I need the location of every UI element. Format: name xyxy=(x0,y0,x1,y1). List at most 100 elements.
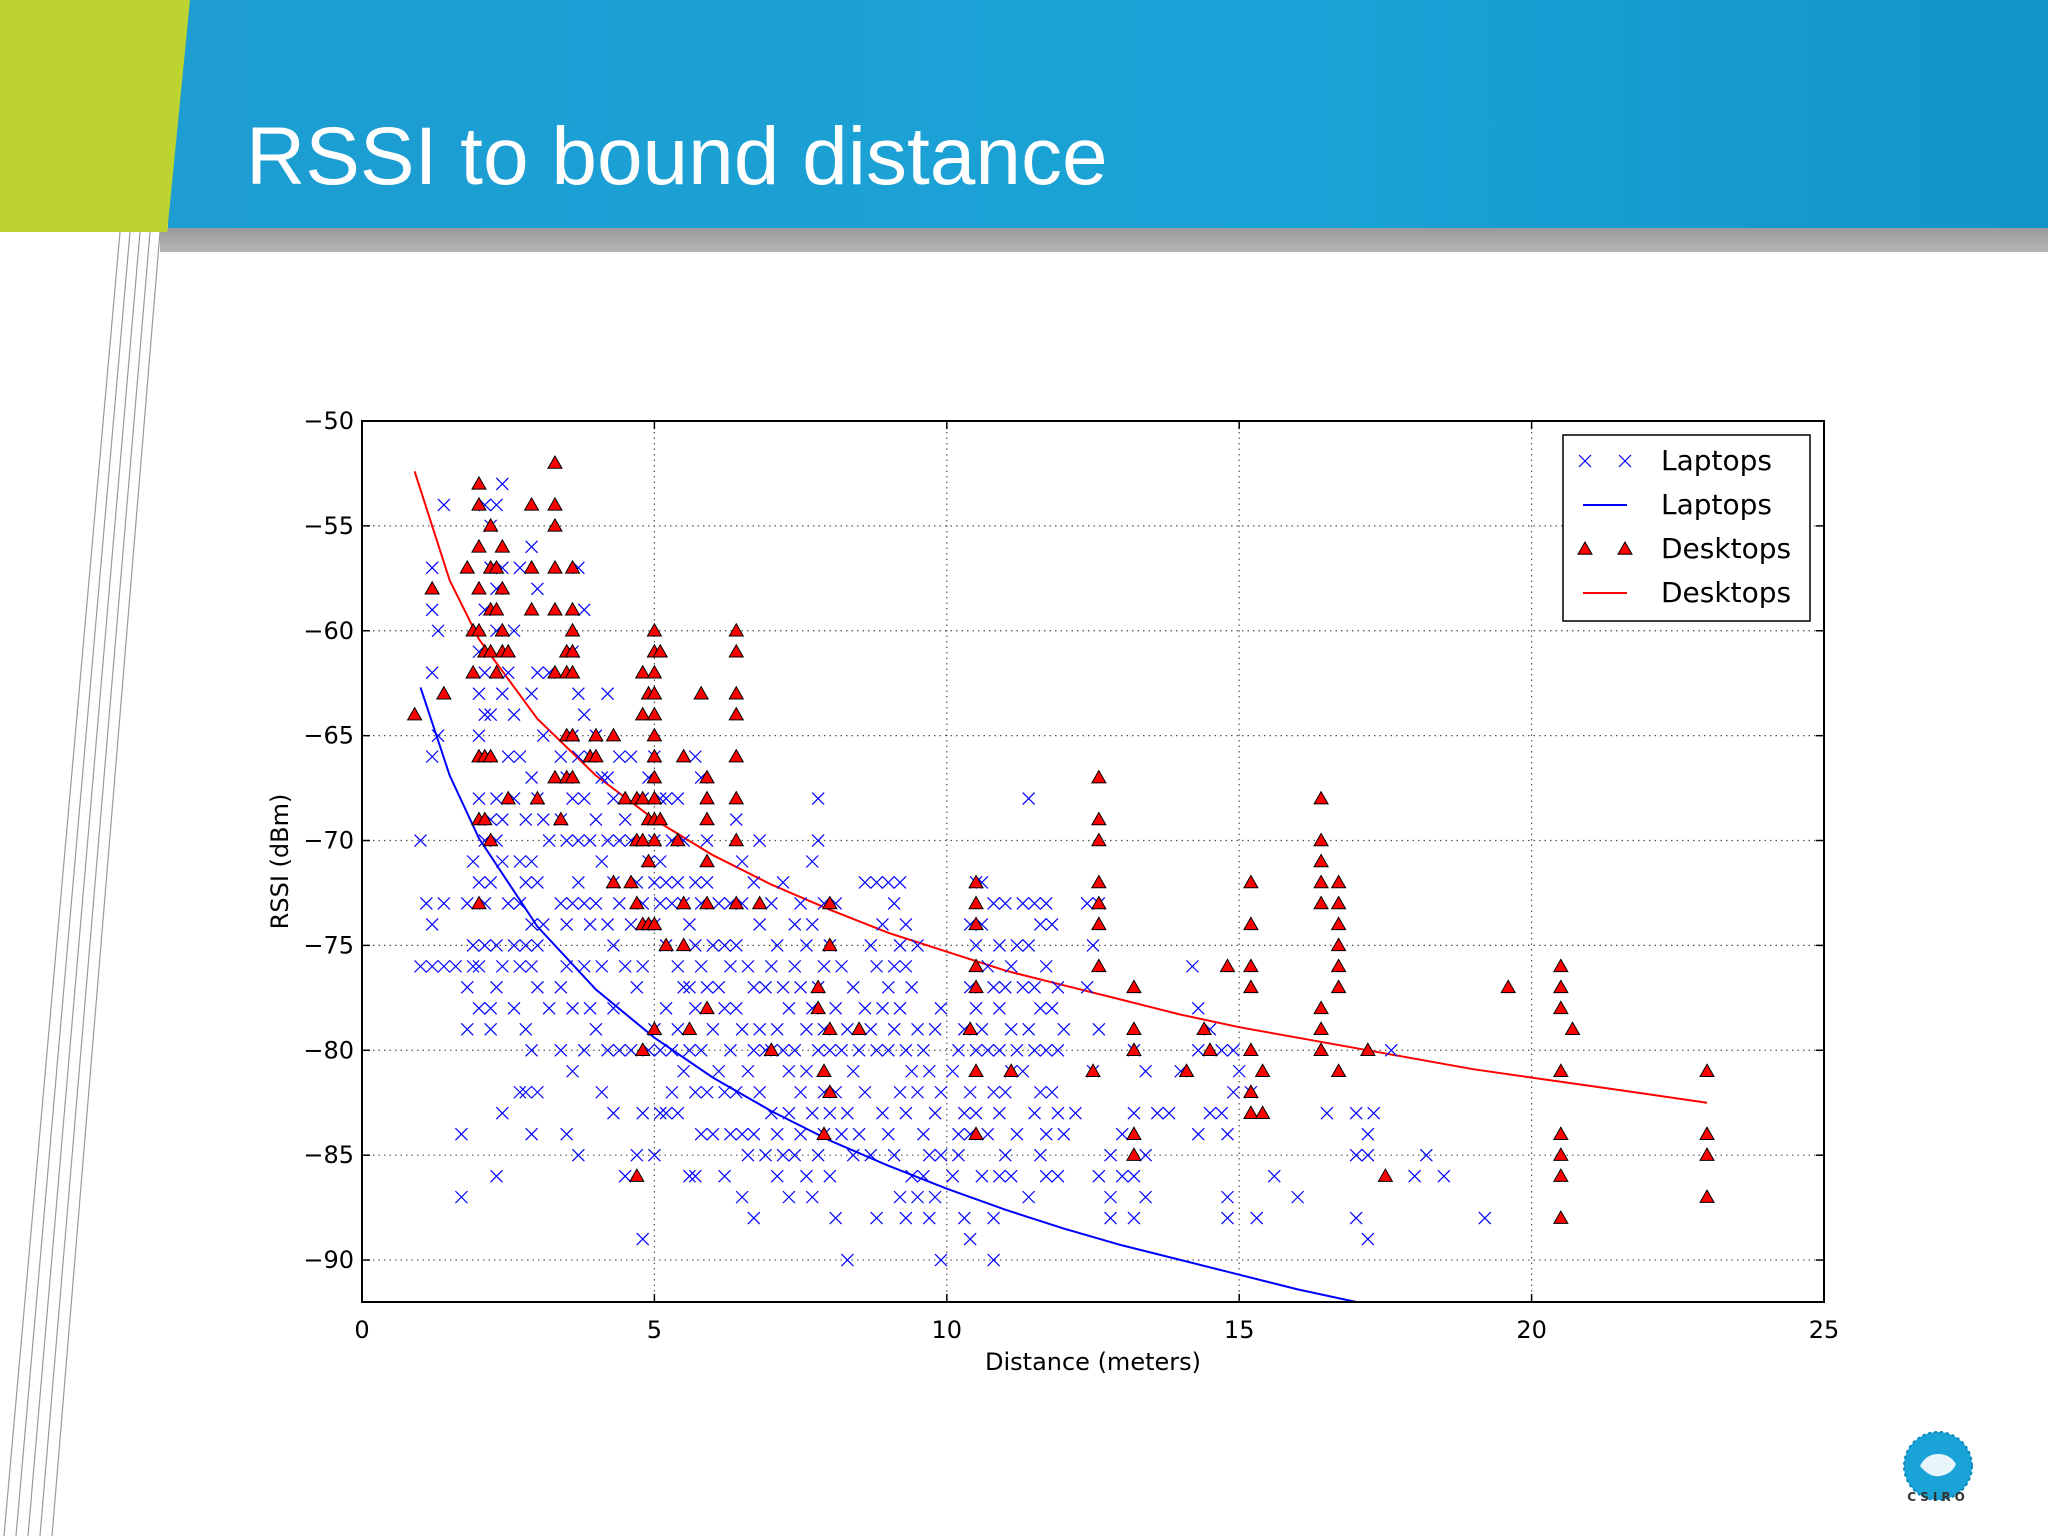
data-point xyxy=(523,601,540,616)
data-point xyxy=(728,622,745,637)
data-point xyxy=(525,918,539,931)
data-point xyxy=(659,876,673,889)
data-point xyxy=(646,832,663,847)
data-point xyxy=(712,897,726,910)
slide-title: RSSI to bound distance xyxy=(246,111,1108,202)
data-point xyxy=(817,959,831,973)
data-point xyxy=(934,1253,948,1267)
data-point xyxy=(922,1211,936,1225)
data-point xyxy=(1126,1126,1142,1140)
data-point xyxy=(718,1001,732,1015)
data-point xyxy=(1243,916,1259,931)
data-point xyxy=(554,1043,568,1057)
data-point xyxy=(693,685,710,700)
x-tick-label: 0 xyxy=(354,1316,369,1344)
data-point xyxy=(588,727,604,742)
data-point xyxy=(471,622,487,637)
data-point xyxy=(1127,1211,1141,1225)
data-point xyxy=(513,561,527,575)
data-point xyxy=(471,538,487,553)
data-point xyxy=(700,980,714,994)
data-point xyxy=(699,895,715,910)
data-point xyxy=(864,1022,878,1036)
data-point xyxy=(617,790,634,805)
data-point xyxy=(460,980,474,994)
data-point xyxy=(1221,1211,1234,1225)
data-point xyxy=(671,792,685,805)
data-point xyxy=(1086,938,1100,952)
data-point xyxy=(1022,938,1036,952)
data-point xyxy=(968,979,984,994)
data-point xyxy=(571,750,585,764)
data-point xyxy=(466,959,480,973)
data-point xyxy=(624,918,638,931)
data-point xyxy=(911,1190,924,1204)
data-point xyxy=(905,1064,919,1078)
data-point xyxy=(776,876,790,889)
data-point xyxy=(993,938,1006,952)
data-point xyxy=(490,938,503,952)
data-point xyxy=(1243,874,1259,889)
data-point xyxy=(1219,958,1236,973)
data-point xyxy=(1127,1106,1141,1120)
data-point xyxy=(577,603,591,617)
data-point xyxy=(1127,1169,1141,1183)
data-point xyxy=(922,1064,936,1078)
data-point xyxy=(735,1190,749,1204)
data-point xyxy=(1178,1063,1195,1078)
data-point xyxy=(1090,832,1107,847)
data-point xyxy=(500,790,517,805)
data-point xyxy=(495,1106,509,1120)
data-point xyxy=(607,1106,620,1120)
y-tick-label: −75 xyxy=(303,931,354,959)
data-point xyxy=(589,813,603,826)
data-point xyxy=(1033,1085,1047,1099)
data-point xyxy=(490,980,503,994)
data-point xyxy=(881,876,895,889)
data-point xyxy=(634,790,651,805)
data-point xyxy=(1039,897,1053,910)
data-point xyxy=(1361,1127,1375,1141)
data-point xyxy=(636,1106,650,1120)
data-point xyxy=(1243,1105,1259,1119)
data-point xyxy=(595,771,609,785)
data-point xyxy=(1552,1126,1569,1140)
data-point xyxy=(566,897,579,910)
data-point xyxy=(1039,1127,1053,1141)
data-point xyxy=(431,624,445,638)
data-point xyxy=(723,1043,737,1057)
data-point xyxy=(1250,1211,1264,1225)
data-point xyxy=(1552,1000,1569,1015)
data-point xyxy=(1115,1127,1129,1141)
data-point xyxy=(425,918,439,931)
data-point xyxy=(595,855,609,868)
data-point xyxy=(564,559,581,574)
data-point xyxy=(747,876,761,889)
csiro-logo-icon xyxy=(1903,1431,1973,1501)
data-point xyxy=(683,1043,696,1057)
data-point xyxy=(981,959,995,973)
data-point xyxy=(677,980,691,994)
data-point xyxy=(1162,1106,1176,1120)
data-point xyxy=(647,876,661,889)
data-point xyxy=(612,834,626,847)
data-point xyxy=(905,1169,919,1183)
data-point xyxy=(969,1001,983,1015)
data-point xyxy=(495,813,509,826)
title-banner xyxy=(168,0,2048,228)
data-point xyxy=(494,580,511,595)
data-point xyxy=(634,664,651,679)
y-tick-label: −50 xyxy=(303,407,354,435)
data-point xyxy=(1004,1022,1018,1036)
data-point xyxy=(1699,1189,1715,1203)
data-point xyxy=(640,853,657,868)
data-point xyxy=(852,1043,866,1057)
data-point xyxy=(659,792,673,805)
data-point xyxy=(525,771,539,785)
legend-marker xyxy=(1578,454,1592,468)
data-point xyxy=(987,1253,1001,1267)
data-point xyxy=(1080,897,1094,910)
data-point xyxy=(605,874,622,889)
data-point xyxy=(694,1043,708,1057)
data-point xyxy=(893,1001,907,1015)
